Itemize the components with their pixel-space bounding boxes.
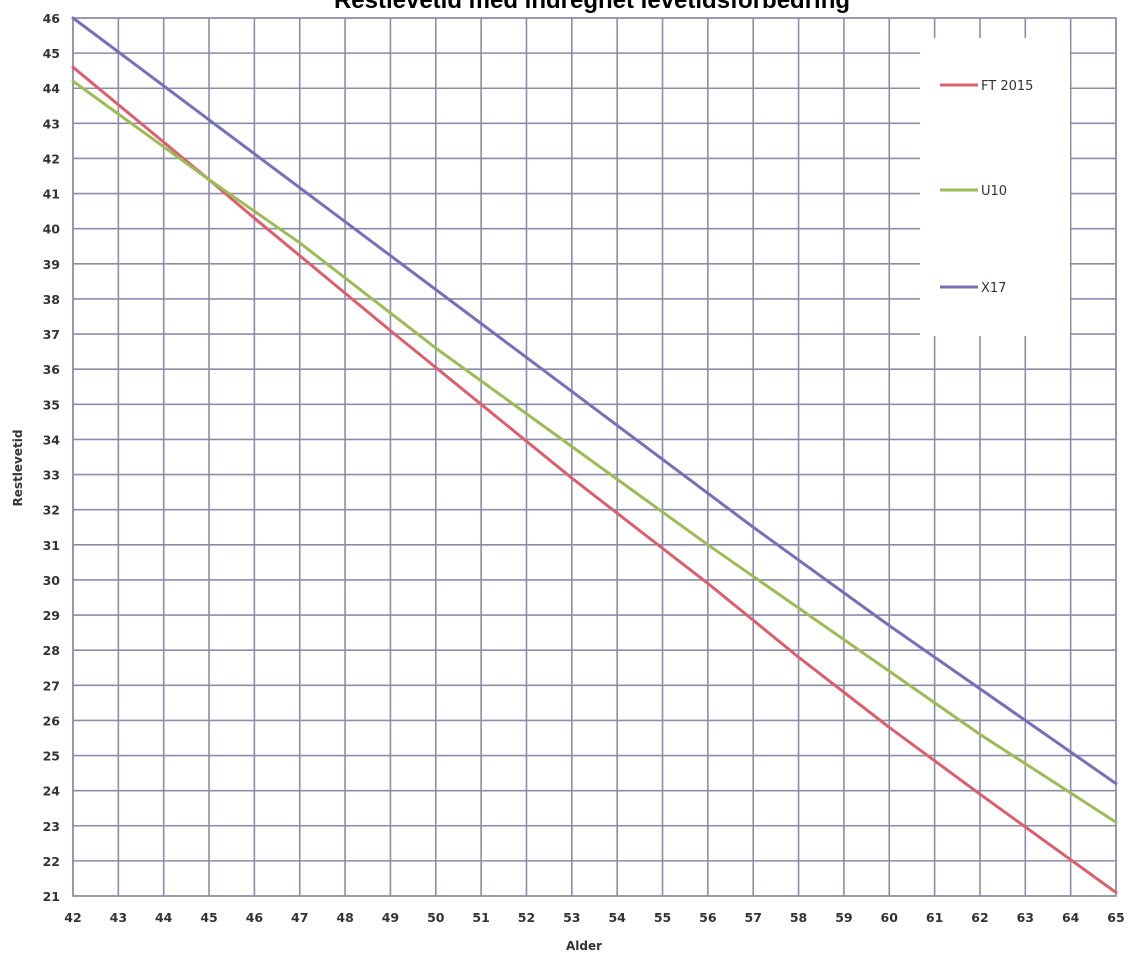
y-tick-label: 45	[43, 46, 60, 61]
x-tick-label: 65	[1107, 910, 1124, 925]
x-tick-label: 55	[654, 910, 671, 925]
y-tick-label: 36	[43, 362, 61, 377]
y-tick-label: 28	[43, 643, 60, 658]
x-tick-label: 48	[336, 910, 353, 925]
x-tick-label: 47	[291, 910, 308, 925]
x-tick-label: 54	[608, 910, 626, 925]
x-tick-label: 42	[64, 910, 81, 925]
y-tick-label: 32	[43, 503, 60, 518]
series-line-2	[71, 79, 1118, 824]
y-tick-label: 39	[43, 257, 60, 272]
x-tick-label: 53	[563, 910, 580, 925]
y-tick-label: 30	[43, 573, 61, 588]
y-tick-label: 40	[43, 222, 61, 237]
x-tick-label: 45	[200, 910, 217, 925]
y-tick-label: 26	[43, 713, 61, 728]
y-tick-label: 29	[43, 608, 60, 623]
x-tick-label: 61	[926, 910, 943, 925]
x-tick-label: 64	[1062, 910, 1080, 925]
x-tick-label: 49	[382, 910, 399, 925]
y-tick-label: 41	[43, 187, 60, 202]
x-tick-label: 51	[472, 910, 489, 925]
legend: FT 2015 U10 X17	[920, 38, 1070, 336]
y-tick-label: 46	[43, 11, 61, 26]
x-tick-label: 56	[699, 910, 717, 925]
x-tick-label: 62	[971, 910, 988, 925]
x-tick-label: 58	[790, 910, 807, 925]
y-tick-label: 24	[43, 784, 61, 799]
legend-label: X17	[981, 281, 1006, 296]
y-tick-label: 31	[43, 538, 60, 553]
legend-label: FT 2015	[981, 79, 1033, 94]
y-tick-label: 27	[43, 678, 60, 693]
y-tick-label: 37	[43, 327, 60, 342]
x-tick-label: 52	[518, 910, 535, 925]
y-tick-label: 42	[43, 151, 60, 166]
y-tick-label: 25	[43, 749, 60, 764]
series-line-3	[71, 16, 1118, 786]
x-tick-label: 50	[427, 910, 445, 925]
y-tick-label: 38	[43, 292, 60, 307]
y-tick-label: 21	[43, 889, 60, 904]
y-tick-label: 35	[43, 397, 60, 412]
y-tick-label: 22	[43, 854, 60, 869]
legend-label: U10	[981, 184, 1007, 199]
y-tick-label: 23	[43, 819, 60, 834]
x-tick-label: 46	[246, 910, 264, 925]
y-tick-label: 34	[43, 432, 61, 447]
x-tick-labels: 42 43 44 45 46 47 48 49 50 51 52 53 54 55 56 57 58 59 60 61…	[64, 910, 1124, 925]
x-tick-label: 43	[110, 910, 127, 925]
series-line-1	[71, 65, 1118, 894]
x-tick-label: 59	[835, 910, 852, 925]
y-axis-label: Restlevetid	[11, 430, 25, 507]
x-tick-label: 60	[881, 910, 899, 925]
y-tick-label: 44	[43, 81, 61, 96]
chart-title: Restlevetid med indregnet levetidsforbed…	[334, 0, 850, 14]
x-tick-label: 44	[155, 910, 173, 925]
x-tick-label: 57	[745, 910, 762, 925]
x-tick-label: 63	[1017, 910, 1034, 925]
y-tick-label: 33	[43, 468, 60, 483]
y-tick-labels: 21 22 23 24 25 26 27 28 29 30 31 32 33 34 35 36 37 38 39 40…	[43, 11, 61, 904]
y-tick-label: 43	[43, 116, 60, 131]
x-axis-label: Alder	[566, 939, 602, 953]
series-lines	[71, 16, 1118, 894]
